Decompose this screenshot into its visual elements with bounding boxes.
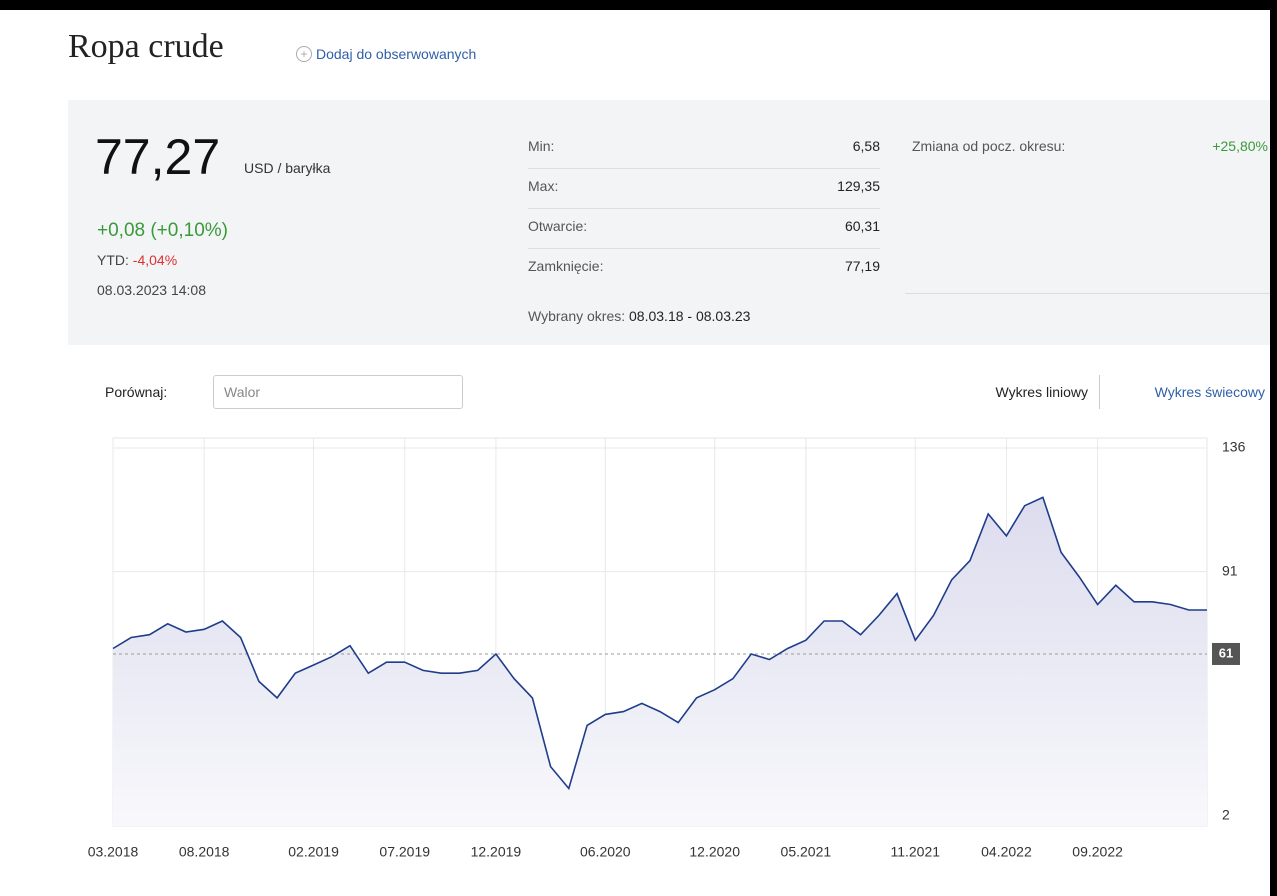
y-tick-label: 91	[1222, 562, 1238, 578]
x-tick-label: 12.2020	[689, 844, 740, 860]
ytd-label: YTD:	[97, 252, 129, 268]
row-separator	[528, 248, 880, 249]
stat-label: Min:	[528, 138, 555, 154]
ytd-value: -4,04%	[132, 252, 178, 268]
period-label: Wybrany okres:	[528, 308, 626, 324]
change: +0,08 (+0,10%)	[97, 220, 228, 241]
unit: USD / baryłka	[244, 160, 331, 176]
stat-value: 6,58	[852, 138, 880, 154]
period: Wybrany okres: 08.03.18 - 08.03.23	[528, 308, 750, 324]
x-tick-label: 03.2018	[88, 844, 139, 860]
stat-value: 60,31	[844, 218, 880, 234]
row-separator	[528, 208, 880, 209]
x-tick-label: 06.2020	[580, 844, 631, 860]
title: Ropa crude	[68, 28, 224, 65]
stat-value: 129,35	[837, 178, 880, 194]
candle-chart-tab[interactable]: Wykres świecowy	[1154, 384, 1265, 400]
reference-label: 61	[1219, 645, 1233, 660]
period-value: 08.03.18 - 08.03.23	[629, 308, 751, 324]
stat-label: Otwarcie:	[528, 218, 588, 234]
chart: 03.2018 08.2018 02.2019 07.2019 12.2019 06.20…	[88, 437, 1246, 860]
summary-panel	[68, 100, 1270, 345]
row-separator	[528, 168, 880, 169]
separator	[905, 293, 1270, 294]
x-tick-label: 05.2021	[781, 844, 832, 860]
watch-link[interactable]: Dodaj do obserwowanych	[316, 46, 477, 62]
x-tick-label: 12.2019	[471, 844, 522, 860]
line-chart-tab[interactable]: Wykres liniowy	[995, 384, 1088, 400]
x-tick-label: 09.2022	[1072, 844, 1123, 860]
ytd: YTD: -4,04%	[97, 252, 177, 268]
stat-label: Zamknięcie:	[528, 258, 604, 274]
compare-label: Porównaj:	[105, 384, 168, 400]
page: Ropa crude + Dodaj do obserwowanych 77,2…	[0, 10, 1270, 896]
x-tick-label: 07.2019	[379, 844, 430, 860]
change-value: +25,80%	[1212, 138, 1268, 154]
x-tick-label: 02.2019	[288, 844, 339, 860]
tab-separator	[1099, 375, 1100, 409]
reference-badge	[1212, 642, 1240, 665]
stat-value: 77,19	[844, 258, 880, 274]
price-line	[112, 496, 1207, 791]
timestamp: 08.03.2023 14:08	[97, 282, 206, 298]
stat-label: Max:	[528, 178, 559, 194]
plus-icon[interactable]: +	[296, 46, 312, 62]
area	[113, 497, 1207, 826]
x-tick-label: 04.2022	[981, 844, 1032, 860]
y-tick-label: 2	[1222, 807, 1230, 823]
x-tick-label: 08.2018	[179, 844, 230, 860]
y-tick-label: 136	[1222, 439, 1246, 455]
change-label: Zmiana od pocz. okresu:	[912, 138, 1066, 154]
price: 77,27	[95, 129, 221, 185]
compare-input[interactable]: Walor	[213, 375, 463, 409]
x-tick-label: 11.2021	[890, 844, 940, 860]
